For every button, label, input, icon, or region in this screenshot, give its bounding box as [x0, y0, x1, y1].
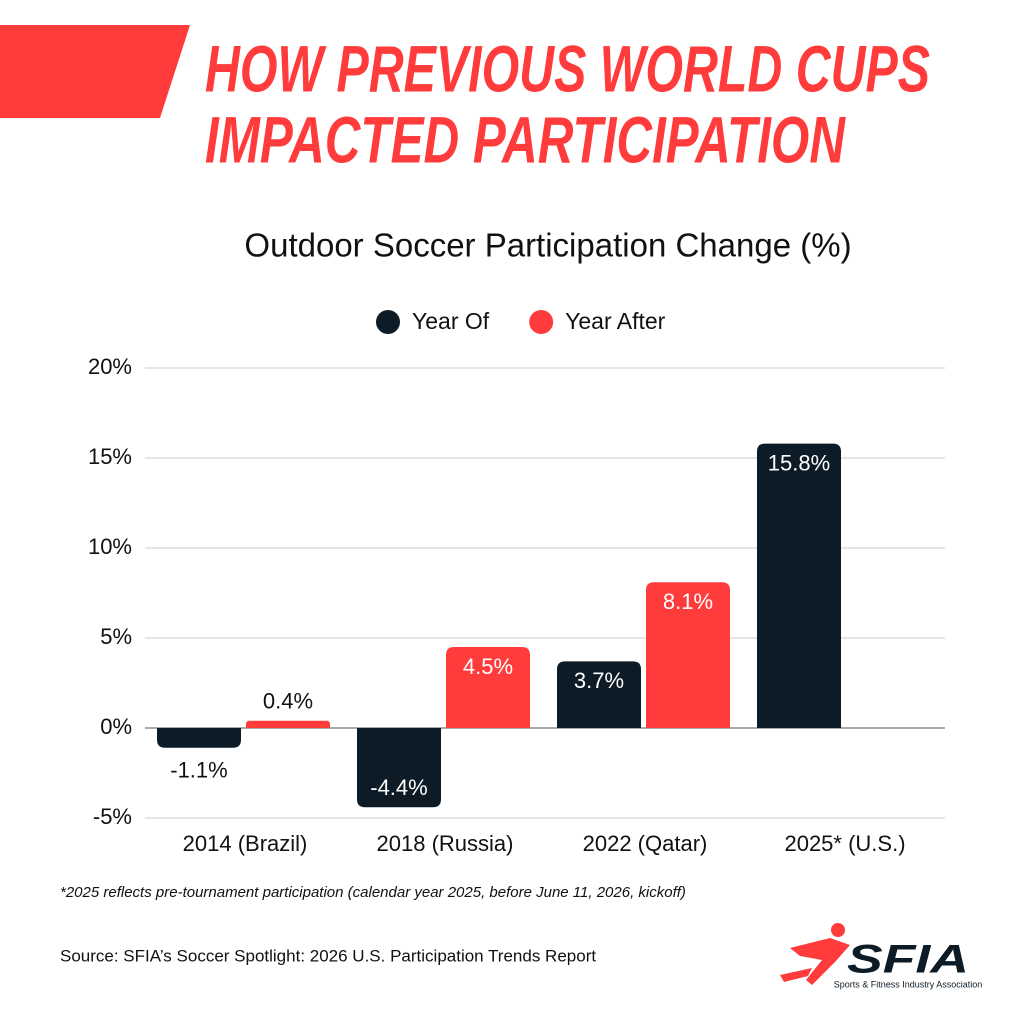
- data-label: -1.1%: [170, 758, 227, 783]
- logo-name: SFIA: [847, 938, 969, 982]
- data-label: 8.1%: [663, 589, 713, 614]
- y-tick-label: 20%: [88, 354, 132, 379]
- header-banner: [0, 25, 190, 118]
- x-tick-label: 2018 (Russia): [377, 831, 514, 856]
- bar: [246, 720, 330, 728]
- bar: [157, 728, 241, 748]
- data-label: 15.8%: [768, 450, 830, 475]
- legend-marker: [529, 310, 554, 334]
- x-tick-label: 2025* (U.S.): [784, 831, 905, 856]
- bar: [357, 728, 441, 808]
- y-tick-label: 10%: [88, 534, 132, 559]
- bar: [557, 661, 641, 728]
- footnote: *2025 reflects pre-tournament participat…: [60, 884, 686, 901]
- headline: HOW PREVIOUS WORLD CUPS: [205, 31, 930, 105]
- bar: [446, 647, 530, 728]
- legend-label: Year Of: [412, 308, 490, 334]
- y-tick-label: 0%: [100, 714, 132, 739]
- data-label: 3.7%: [574, 668, 624, 693]
- x-tick-label: 2014 (Brazil): [183, 831, 308, 856]
- data-label: -4.4%: [370, 775, 427, 800]
- bar: [757, 443, 841, 728]
- source: Source: SFIA’s Soccer Spotlight: 2026 U.…: [60, 946, 596, 965]
- bar: [646, 582, 730, 728]
- headline: IMPACTED PARTICIPATION: [205, 102, 846, 176]
- chart-title: Outdoor Soccer Participation Change (%): [244, 227, 851, 264]
- y-tick-label: 15%: [88, 444, 132, 469]
- data-label: 4.5%: [463, 654, 513, 679]
- legend-label: Year After: [565, 308, 666, 334]
- x-tick-label: 2022 (Qatar): [583, 831, 708, 856]
- y-tick-label: -5%: [93, 804, 132, 829]
- data-label: 0.4%: [263, 689, 313, 714]
- y-tick-label: 5%: [100, 624, 132, 649]
- legend-marker: [376, 310, 400, 334]
- logo-icon: [780, 923, 850, 985]
- logo-tagline: Sports & Fitness Industry Association: [834, 979, 983, 989]
